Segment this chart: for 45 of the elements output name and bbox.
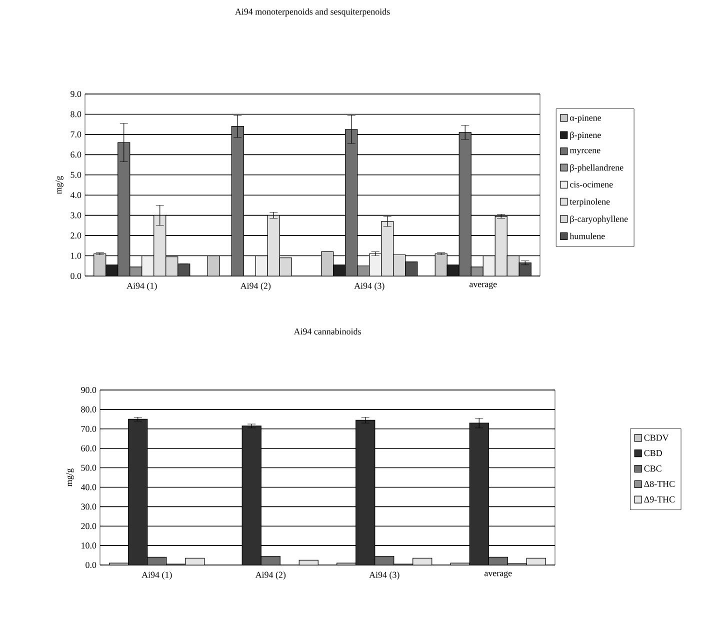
legend-label: β-phellandrene: [570, 164, 624, 172]
legend-label: α-pinene: [570, 114, 601, 123]
y-tick-label: 6.0: [70, 152, 82, 158]
y-tick-label: 0.0: [86, 562, 96, 568]
y-tick-label: 5.0: [70, 172, 82, 178]
y-tick-label: 10.0: [82, 542, 96, 549]
y-axis-title: mg/g: [56, 176, 64, 194]
y-tick-label: 7.0: [70, 131, 82, 138]
y-tick-label: 9.0: [70, 90, 82, 98]
y-tick-label: 80.0: [81, 406, 96, 412]
y-tick-label: 20.0: [81, 523, 96, 530]
legend-label: myrcene: [570, 148, 600, 156]
legend-label: CBD: [644, 450, 662, 456]
x-tick-label: Ai94 (2): [255, 572, 286, 580]
legend-label: CBC: [644, 466, 662, 472]
x-tick-label: average: [470, 282, 497, 290]
legend-label: Δ8-THC: [644, 480, 675, 488]
x-tick-label: average: [484, 572, 512, 578]
legend-label: β-caryophyllene: [570, 216, 628, 224]
y-tick-label: 60.0: [81, 445, 96, 452]
y-tick-label: 30.0: [81, 504, 96, 510]
x-tick-label: Ai94 (2): [240, 282, 271, 291]
chart-title: Ai94 monoterpenoids and sesquiterpenoids: [235, 8, 390, 16]
x-tick-label: Ai94 (3): [354, 282, 384, 291]
legend-label: β-pinene: [570, 132, 601, 140]
legend-label: humulene: [570, 232, 605, 240]
y-tick-label: 90.0: [81, 386, 96, 394]
legend-label: terpinolene: [570, 198, 610, 207]
y-tick-label: 2.0: [70, 232, 82, 239]
y-tick-label: 50.0: [81, 464, 96, 471]
y-tick-label: 40.0: [80, 484, 96, 490]
y-tick-label: 70.0: [81, 426, 96, 432]
legend-label: cis-ocimene: [570, 181, 613, 188]
legend-label: Δ9-THC: [644, 496, 675, 502]
x-tick-label: Ai94 (1): [126, 282, 157, 291]
y-tick-label: 1.0: [71, 252, 82, 259]
y-tick-label: 8.0: [70, 111, 82, 118]
chart-title: Ai94 cannabinoids: [294, 328, 361, 335]
y-tick-label: 4.0: [70, 192, 82, 198]
y-tick-label: 3.0: [70, 212, 82, 218]
y-axis-title: mg/g: [66, 468, 74, 487]
legend-label: CBDV: [644, 434, 669, 441]
x-tick-label: Ai94 (1): [142, 572, 172, 580]
x-tick-label: Ai94 (3): [369, 572, 400, 580]
y-tick-label: 0.0: [70, 272, 82, 280]
